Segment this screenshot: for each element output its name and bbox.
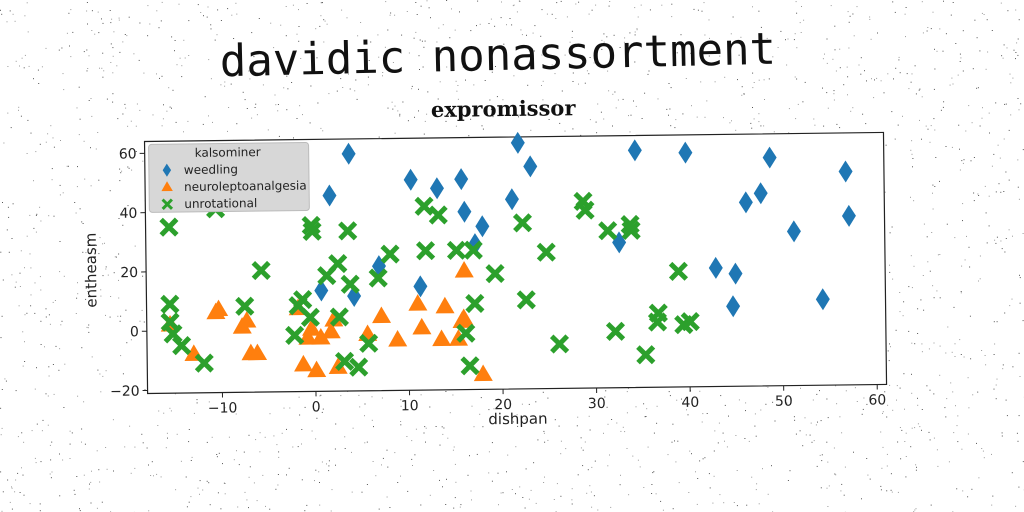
y-tick-label: −20 (110, 384, 140, 400)
x-tick-label: 60 (868, 392, 886, 408)
x-tick-label: 0 (312, 399, 321, 415)
legend-title: kalsominer (195, 145, 261, 160)
x-tick-label: 50 (775, 394, 793, 410)
y-tick-label: 60 (119, 146, 137, 162)
plot-area: expromissor −10 0 10 20 30 40 50 60 −200204060 … (80, 91, 887, 433)
y-tick-label: 20 (120, 265, 138, 281)
x-axis-label: dishpan (488, 410, 547, 429)
x-tick-label: 30 (588, 396, 606, 412)
x-tick-label: 40 (681, 395, 699, 411)
x-tick-label: −10 (208, 400, 238, 416)
chart-title: expromissor (431, 95, 577, 122)
figure-suptitle: davidic nonassortment (219, 24, 776, 88)
y-tick-label: 0 (130, 324, 139, 340)
legend: kalsominer weedling neuroleptoanalgesia un… (149, 142, 310, 212)
legend-label: unrotational (184, 196, 257, 211)
y-axis: −20 0 20 40 60 (107, 146, 148, 400)
legend-label: neuroleptoanalgesia (184, 179, 307, 194)
y-axis-label: entheasm (82, 233, 101, 308)
legend-label: weedling (184, 162, 238, 177)
y-tick-label: 40 (119, 206, 137, 222)
x-tick-label: 10 (401, 398, 419, 414)
